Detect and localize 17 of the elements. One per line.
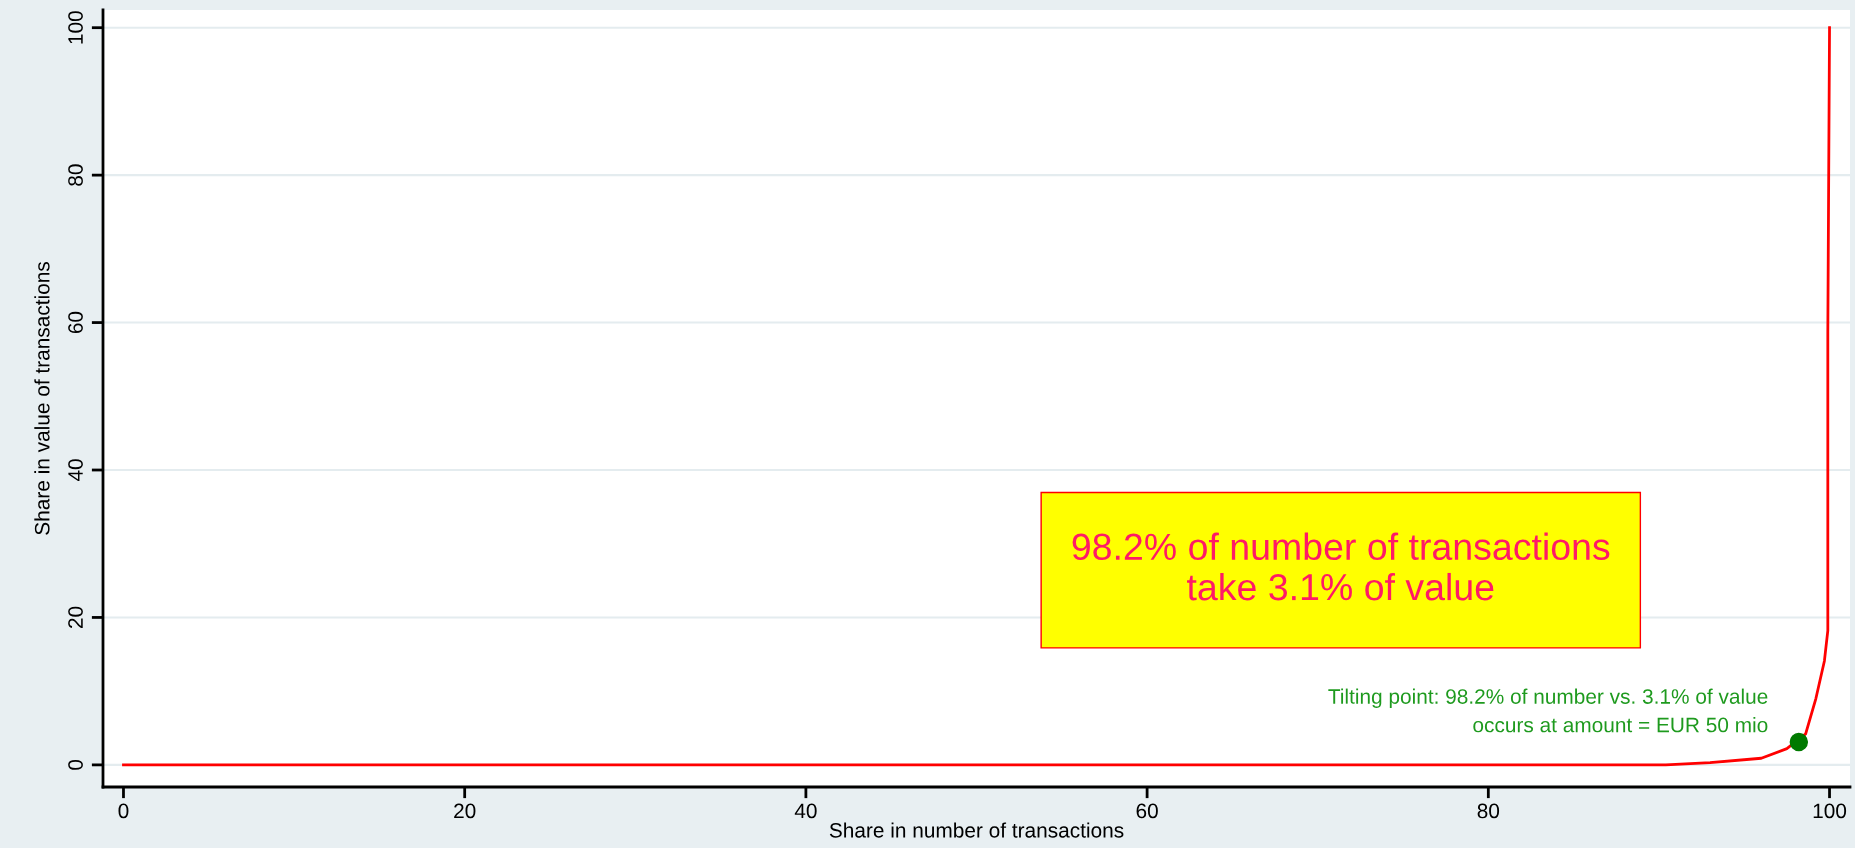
y-axis-title: Share in value of transactions <box>34 262 50 535</box>
annotation: 98.2% of number of transactions take 3.1% of value <box>1072 532 1610 601</box>
y-tick-label: 20 <box>68 606 83 628</box>
y-tick-label: 0 <box>68 759 83 770</box>
y-tick-label: 80 <box>68 164 83 186</box>
x-tick-label: 20 <box>454 803 476 819</box>
x-tick-label: 60 <box>1136 803 1158 819</box>
x-tick-label: 0 <box>118 803 129 819</box>
y-tick-label: 60 <box>68 311 83 334</box>
x-tick-label: 40 <box>794 803 817 819</box>
x-tick-label: 80 <box>1477 803 1500 819</box>
x-axis-title: Share in number of transactions <box>829 822 1124 838</box>
y-tick-label: 100 <box>68 11 83 44</box>
line-series <box>122 26 1831 767</box>
y-tick-label: 40 <box>68 459 83 482</box>
x-tick-label: 100 <box>1813 803 1847 819</box>
annotation: Tilting point: 98.2% of number vs. 3.1% of value occurs at amount = EUR 50 mio <box>1328 688 1768 733</box>
